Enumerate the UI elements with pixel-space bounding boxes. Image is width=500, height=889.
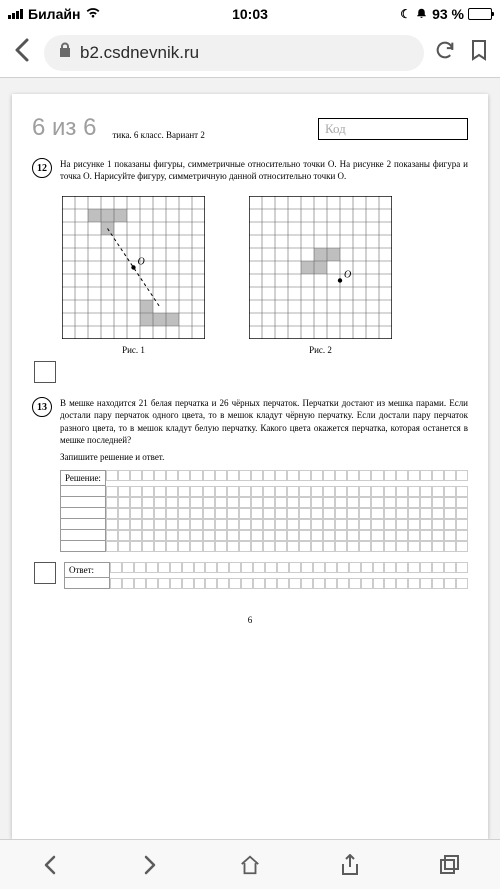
status-right: ☾ 93 % [331, 6, 492, 22]
ios-status-bar: Билайн 10:03 ☾ 93 % [0, 0, 500, 28]
question-12: 12 На рисунке 1 показаны фигуры, симметр… [32, 158, 468, 383]
question-13: 13 В мешке находится 21 белая перчатка и… [32, 397, 468, 589]
document-sheet: 6 из 6 тика. 6 класс. Вариант 2 Код 12 Н… [12, 94, 488, 839]
q13-instruction: Запишите решение и ответ. [60, 452, 468, 462]
browser-url-bar: b2.csdnevnik.ru [0, 28, 500, 78]
toolbar-home[interactable] [238, 853, 262, 877]
svg-text:O: O [344, 270, 351, 281]
question-12-text: На рисунке 1 показаны фигуры, симметричн… [60, 158, 468, 182]
question-number-12: 12 [32, 158, 52, 178]
toolbar-share[interactable] [338, 853, 362, 877]
header-subtitle: тика. 6 класс. Вариант 2 [112, 130, 318, 140]
svg-text:O: O [138, 257, 145, 268]
browser-toolbar [0, 839, 500, 889]
toolbar-tabs[interactable] [438, 853, 462, 877]
moon-icon: ☾ [400, 7, 411, 21]
figure-1-grid: O [62, 196, 205, 339]
battery-icon [468, 8, 492, 20]
url-field[interactable]: b2.csdnevnik.ru [44, 35, 424, 71]
reload-button[interactable] [432, 39, 458, 66]
code-label: Код [325, 121, 346, 137]
battery-pct: 93 % [432, 6, 464, 22]
status-time: 10:03 [169, 6, 330, 22]
alarm-icon [415, 6, 428, 22]
bookmark-button[interactable] [466, 39, 492, 66]
sheet-header: 6 из 6 тика. 6 класс. Вариант 2 Код [32, 116, 468, 140]
figure-1-caption: Рис. 1 [122, 345, 145, 355]
q12-checkbox[interactable] [34, 361, 56, 383]
figure-2-caption: Рис. 2 [309, 345, 332, 355]
signal-icon [8, 9, 23, 19]
page-number-bottom: 6 [32, 615, 468, 625]
toolbar-back[interactable] [38, 853, 62, 877]
page-viewport[interactable]: 6 из 6 тика. 6 класс. Вариант 2 Код 12 Н… [0, 78, 500, 839]
wifi-icon [85, 6, 101, 22]
figure-2-grid: O [249, 196, 392, 339]
answer-grid: Ответ: [64, 562, 468, 589]
lock-icon [58, 42, 72, 63]
page-indicator: 6 из 6 [32, 116, 96, 140]
status-left: Билайн [8, 6, 169, 22]
url-text: b2.csdnevnik.ru [80, 43, 410, 63]
figure-1: O Рис. 1 [62, 196, 205, 355]
figure-2: O Рис. 2 [249, 196, 392, 355]
question-13-text: В мешке находится 21 белая перчатка и 26… [60, 397, 468, 446]
carrier-label: Билайн [28, 6, 80, 22]
q13-checkbox[interactable] [34, 562, 56, 584]
back-button[interactable] [8, 37, 36, 68]
toolbar-forward[interactable] [138, 853, 162, 877]
code-box: Код [318, 118, 468, 140]
solution-grid: Решение: [60, 470, 468, 552]
question-number-13: 13 [32, 397, 52, 417]
